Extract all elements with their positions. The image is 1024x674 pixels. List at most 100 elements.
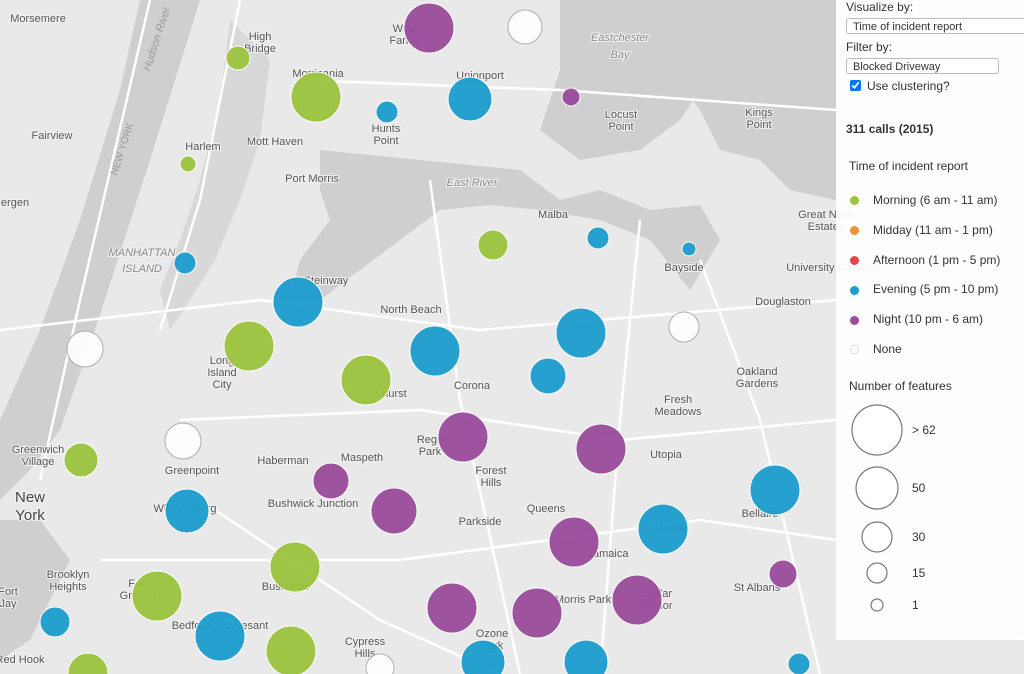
label-line: Maspeth xyxy=(341,452,383,464)
label-line: Fort xyxy=(0,586,18,598)
legend-item: Morning (6 am - 11 am) xyxy=(850,192,997,208)
cluster xyxy=(460,639,506,674)
size-label: 50 xyxy=(912,481,926,495)
label-line: Haberman xyxy=(257,455,308,467)
legend-item: None xyxy=(850,341,902,357)
legend-label: None xyxy=(873,342,902,356)
label-line: Corona xyxy=(454,380,491,392)
label-line: Utopia xyxy=(650,449,683,461)
roads xyxy=(0,0,837,674)
legend-label: Afternoon (1 pm - 5 pm) xyxy=(873,252,1001,267)
cluster xyxy=(265,625,317,674)
label-line: Heights xyxy=(49,581,87,593)
cluster xyxy=(477,229,509,261)
label-line: Malba xyxy=(538,209,569,221)
label-line: North Beach xyxy=(380,304,441,316)
place-label: Corona xyxy=(454,380,491,392)
size-swatch xyxy=(855,466,899,510)
place-label: Kings Point xyxy=(745,107,773,131)
cluster xyxy=(768,559,798,589)
label-line: Mott Haven xyxy=(247,136,303,148)
label-line: Ozone xyxy=(476,628,508,640)
cluster xyxy=(375,100,399,124)
label-line: Parkside xyxy=(459,516,502,528)
cluster xyxy=(749,464,801,516)
label-line: Cypress xyxy=(345,636,386,648)
cluster xyxy=(611,574,663,626)
cluster xyxy=(437,411,489,463)
cluster xyxy=(370,487,418,535)
legend-swatch xyxy=(850,255,859,265)
side-panel: Visualize by: Time of incident report Fi… xyxy=(836,0,1024,640)
place-label: Bushwick Junction xyxy=(268,498,359,510)
cluster xyxy=(272,276,324,328)
size-swatch xyxy=(866,562,888,584)
label-line: Point xyxy=(373,135,398,147)
size-swatch xyxy=(870,598,884,612)
cluster xyxy=(131,570,183,622)
label-line: Bayside xyxy=(664,262,703,274)
cluster xyxy=(555,307,607,359)
cluster xyxy=(403,2,455,54)
label-line: Greenpoint xyxy=(165,465,219,477)
filter-select[interactable]: Blocked Driveway xyxy=(846,58,999,74)
label-line: Fresh xyxy=(664,394,692,406)
legend-swatch xyxy=(850,226,859,236)
label-line: MANHATTAN xyxy=(109,247,176,259)
size-label: 15 xyxy=(912,566,926,580)
clustering-option[interactable]: Use clustering? xyxy=(846,79,950,93)
size-legend: > 62 50 30 15 1 xyxy=(851,404,936,612)
place-label: Haberman xyxy=(257,455,308,467)
place-label: Harlem xyxy=(185,141,220,153)
cluster xyxy=(312,462,350,500)
filter-label: Filter by: xyxy=(846,40,893,54)
legend-label: Evening (5 pm - 10 pm) xyxy=(873,282,999,297)
label-line: Harlem xyxy=(185,141,220,153)
label-line: ISLAND xyxy=(122,263,162,275)
clusters xyxy=(39,2,811,674)
label-line: Island xyxy=(207,367,236,379)
label-line: Hills xyxy=(481,477,502,489)
place-label: Greenwich Village xyxy=(12,444,65,468)
label-line: Morsemere xyxy=(10,13,66,25)
clustering-label: Use clustering? xyxy=(867,79,950,93)
place-label: Oakland Gardens xyxy=(736,366,779,390)
place-label: Parkside xyxy=(459,516,502,528)
place-label: Greenpoint xyxy=(165,465,219,477)
label-line: Port Morris xyxy=(285,173,339,185)
place-label: Fairview xyxy=(32,130,73,142)
label-line: Douglaston xyxy=(755,296,811,308)
cluster xyxy=(668,311,700,343)
cluster xyxy=(194,610,246,662)
cluster xyxy=(548,516,600,568)
place-label: Maspeth xyxy=(341,452,383,464)
size-swatch xyxy=(851,404,903,456)
label-line: Point xyxy=(608,121,633,133)
label-line: Point xyxy=(746,119,771,131)
place-label: Douglaston xyxy=(755,296,811,308)
label-line: East River xyxy=(447,177,499,189)
place-label: Queens xyxy=(527,503,566,515)
label-line: St Albans xyxy=(734,582,781,594)
cluster xyxy=(365,653,395,674)
cluster xyxy=(575,423,627,475)
legend-label: Morning (6 am - 11 am) xyxy=(873,193,998,207)
label-line: City xyxy=(213,379,232,391)
label-line: New xyxy=(15,489,45,506)
label-line: Bay xyxy=(611,49,631,61)
visualize-select[interactable]: Time of incident report xyxy=(846,18,1024,34)
label-line: ergen xyxy=(1,197,29,209)
place-label: Locust Point xyxy=(605,109,637,133)
layer-title: 311 calls (2015) xyxy=(846,122,934,136)
place-label: St Albans xyxy=(734,582,781,594)
place-label: Malba xyxy=(538,209,569,221)
label-line: Queens xyxy=(527,503,566,515)
legend-item: Night (10 pm - 6 am) xyxy=(850,311,983,327)
label-line: Village xyxy=(22,456,55,468)
cluster xyxy=(511,587,563,639)
cluster xyxy=(269,541,321,593)
cluster xyxy=(447,76,493,122)
cluster xyxy=(563,639,609,674)
cluster xyxy=(63,442,99,478)
clustering-checkbox[interactable] xyxy=(850,80,861,91)
